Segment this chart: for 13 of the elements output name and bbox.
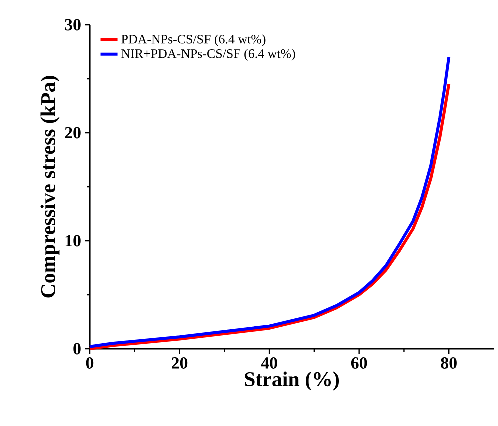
x-tick-label: 40 (261, 358, 278, 369)
y-tick-label: 10 (66, 235, 81, 247)
legend-label: NIR+PDA-NPs-CS/SF (6.4 wt%) (122, 49, 296, 61)
x-tick-label: 80 (441, 358, 457, 369)
x-tick-label: 0 (86, 358, 94, 369)
y-tick-label: 0 (74, 343, 81, 355)
y-tick-label: 20 (65, 127, 81, 139)
legend-label: PDA-NPs-CS/SF (6.4 wt%) (122, 34, 266, 46)
x-axis-title: Strain (%) (245, 372, 340, 391)
x-tick-label: 20 (172, 358, 188, 369)
y-tick-label: 30 (65, 19, 81, 31)
x-tick-label: 60 (351, 358, 368, 369)
y-axis-title: Compressive stress (kPa) (40, 76, 60, 298)
